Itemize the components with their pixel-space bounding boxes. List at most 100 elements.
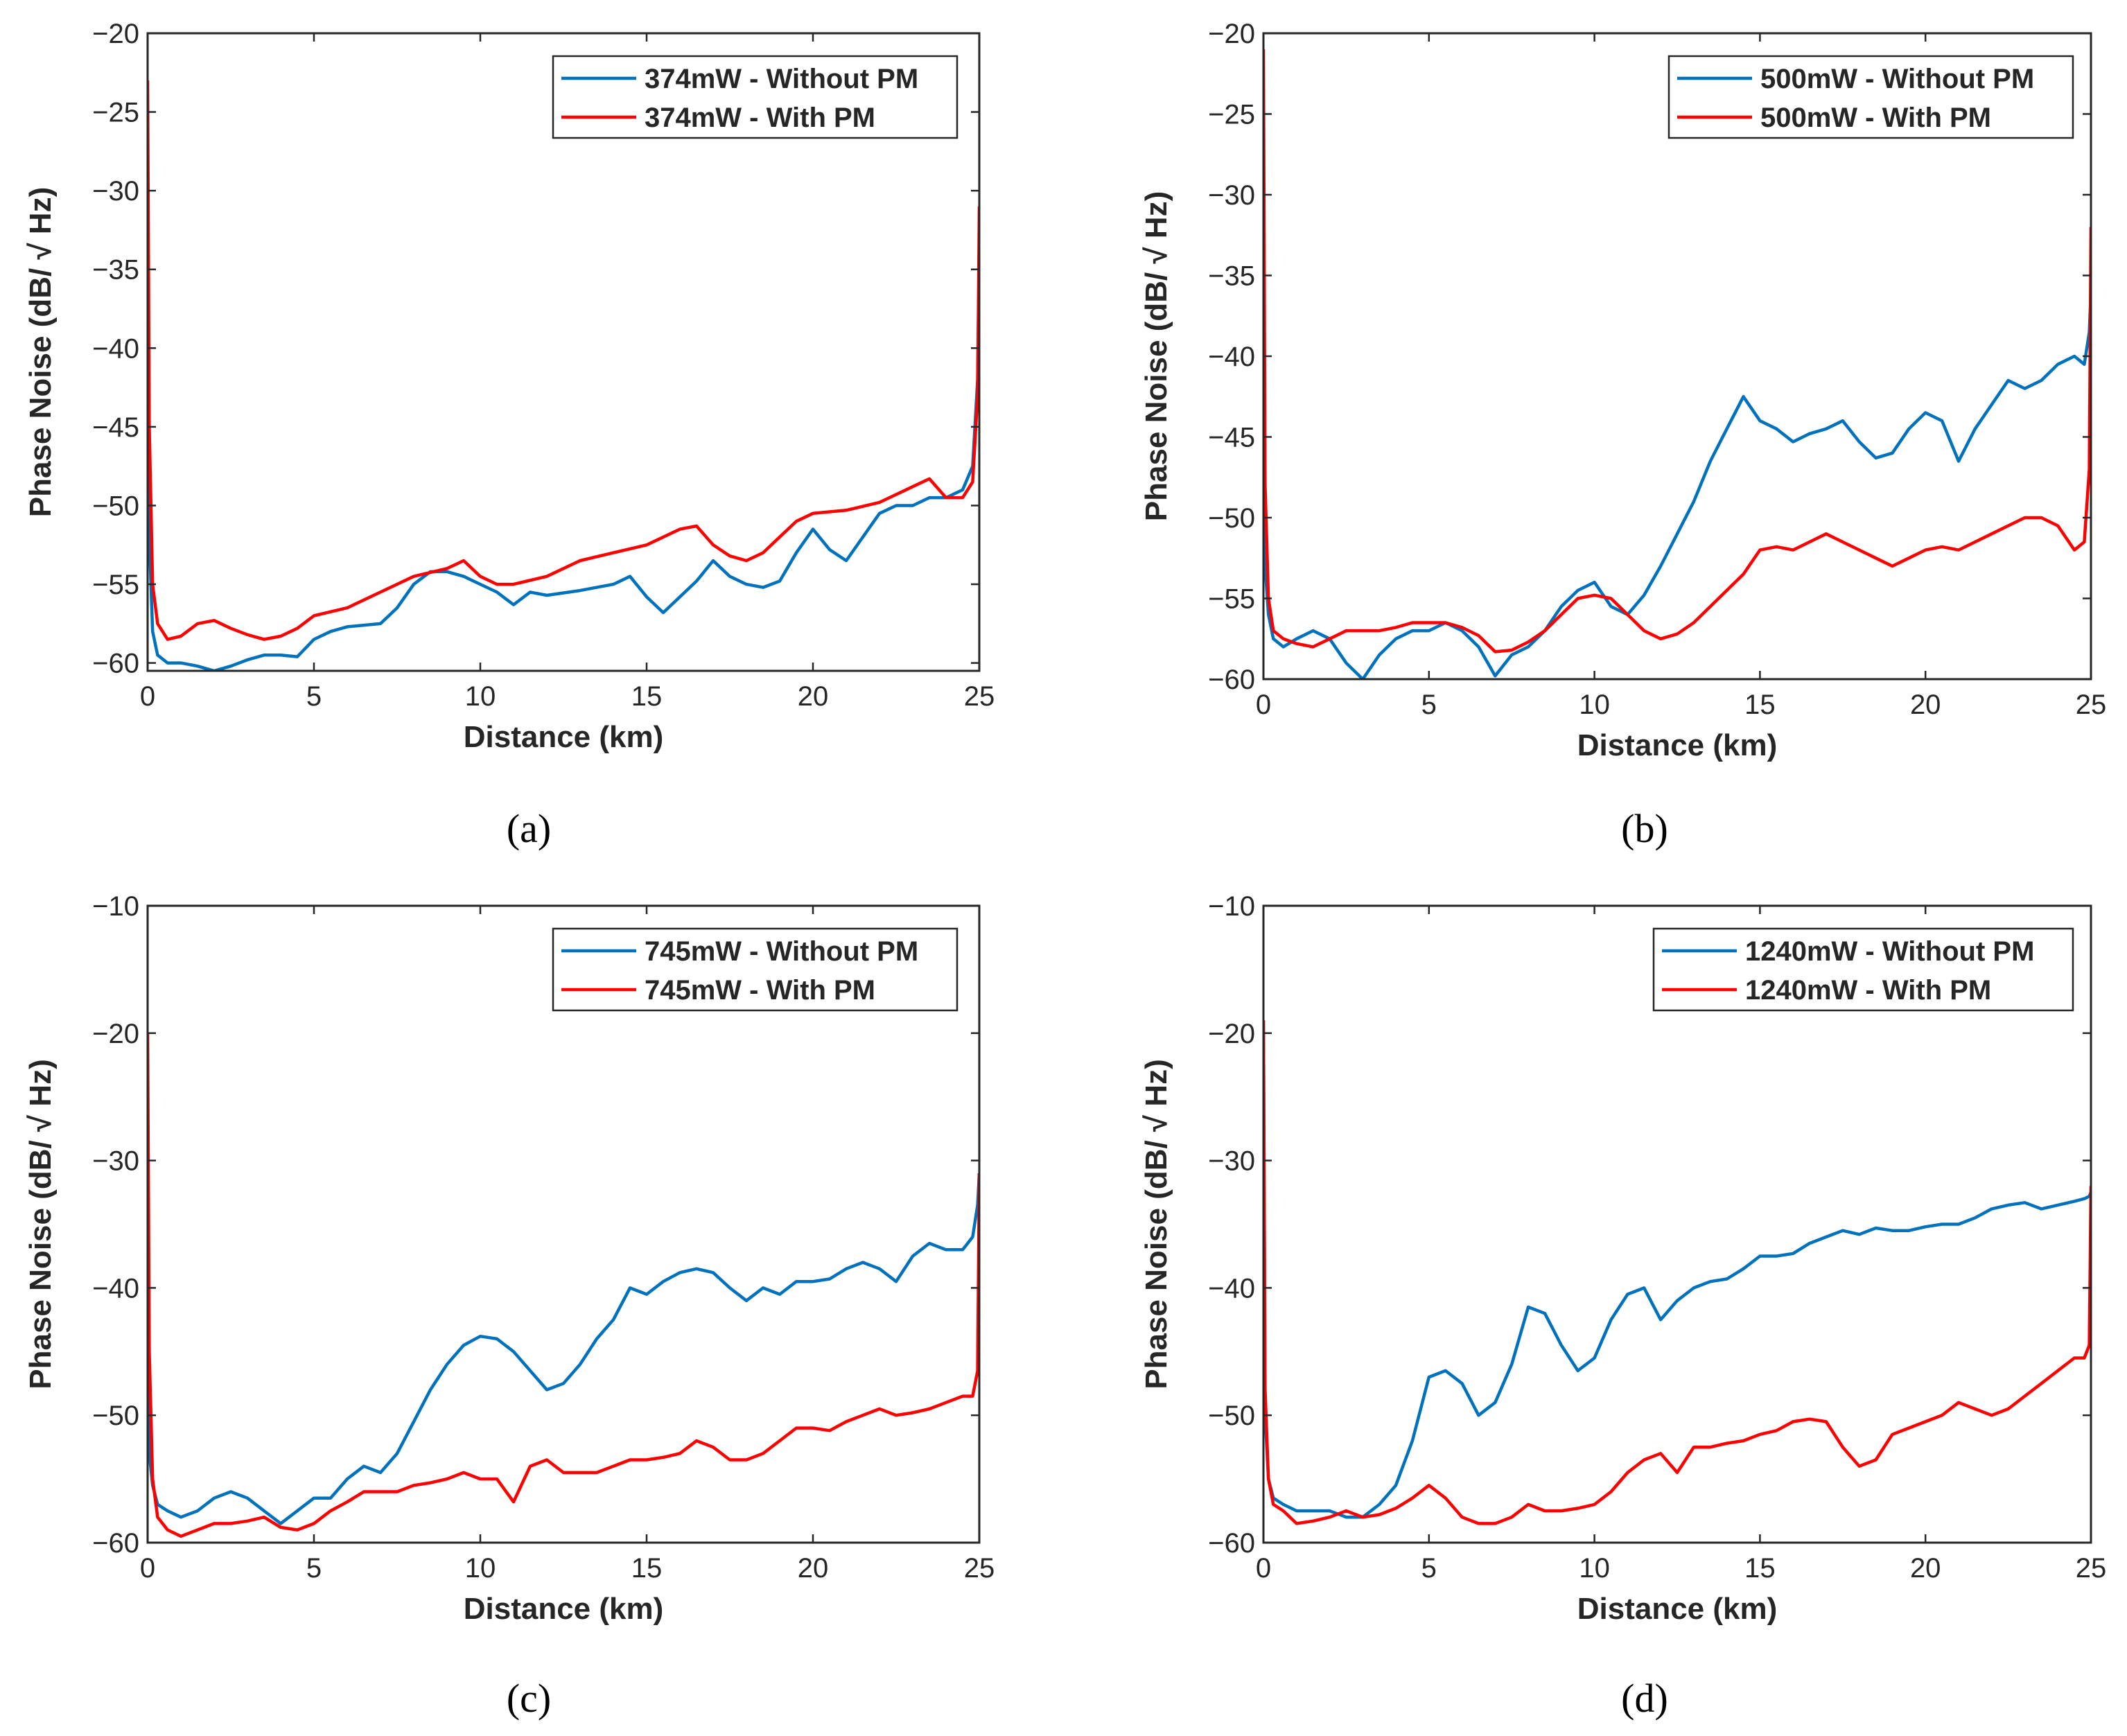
panel-a-x-tick-label: 15 — [631, 681, 663, 712]
panel-c-legend-entry: 745mW - With PM — [645, 975, 875, 1006]
panel-c-y-tick-label: −50 — [92, 1401, 139, 1431]
panel-a-y-tick-label: −60 — [92, 649, 139, 679]
panel-b-legend-entry: 500mW - Without PM — [1760, 64, 2034, 94]
panel-d-x-tick-label: 0 — [1256, 1553, 1271, 1584]
panel-d-legend: 1240mW - Without PM 1240mW - With PM — [1652, 927, 2074, 1012]
panel-d-series-line-with-pm — [1263, 1020, 2091, 1525]
panel-c-x-tick-label: 20 — [798, 1553, 829, 1584]
panel-c-series-line-without-pm — [148, 1173, 979, 1525]
panel-d-y-axis-label: Phase Noise (dB/ √ Hz) — [1139, 1059, 1173, 1389]
panel-d-y-tick-label: −40 — [1208, 1273, 1255, 1304]
panel-d-legend-box — [1652, 927, 2074, 1012]
panel-c-x-tick-label: 5 — [306, 1553, 322, 1584]
panel-a-y-axis-label: Phase Noise (dB/ √ Hz) — [24, 187, 58, 517]
panel-d-x-tick-label: 10 — [1579, 1553, 1610, 1584]
panel-a-y-tick-label: −25 — [92, 98, 139, 128]
panel-c-y-tick-label: −60 — [92, 1528, 139, 1559]
panel-a-legend-entry: 374mW - With PM — [645, 103, 875, 133]
panel-b-x-tick-label: 15 — [1744, 690, 1776, 720]
panel-c-legend-entry: 745mW - Without PM — [645, 936, 918, 967]
panel-d-y-tick-label: −10 — [1208, 891, 1255, 922]
panel-d-y-tick-label: −50 — [1208, 1401, 1255, 1431]
panel-b-y-axis-label: Phase Noise (dB/ √ Hz) — [1139, 191, 1173, 521]
panel-a-y-tick-label: −35 — [92, 255, 139, 286]
panel-a-y-tick-label: −20 — [92, 19, 139, 49]
panel-c-x-axis-label: Distance (km) — [464, 1592, 664, 1626]
panel-d-y-tick-label: −30 — [1208, 1146, 1255, 1177]
panel-a-series-line-without-pm — [148, 253, 979, 671]
panel-b-y-tick-label: −45 — [1208, 423, 1255, 453]
panel-a-x-tick-label: 20 — [798, 681, 829, 712]
panel-c-x-tick-label: 25 — [964, 1553, 995, 1584]
panel-d-x-tick-label: 5 — [1421, 1553, 1437, 1584]
panel-d-y-tick-label: −60 — [1208, 1528, 1255, 1559]
panel-b-x-axis-label: Distance (km) — [1577, 728, 1778, 762]
panel-a-axes-frame — [146, 32, 981, 672]
panel-b-series-line-without-pm — [1263, 291, 2091, 679]
panel-c-x-tick-label: 0 — [140, 1553, 155, 1584]
panel-d-caption: (d) — [1621, 1676, 1668, 1721]
panel-b-x-tick-label: 20 — [1910, 690, 1941, 720]
panel-c-y-tick-label: −10 — [92, 891, 139, 922]
panel-d-y-tick-label: −20 — [1208, 1019, 1255, 1049]
panel-a-y-tick-label: −50 — [92, 491, 139, 521]
panel-a-x-tick-label: 10 — [465, 681, 496, 712]
panel-b-legend: 500mW - Without PM 500mW - With PM — [1668, 55, 2074, 139]
panel-d-series-line-without-pm — [1263, 1020, 2091, 1519]
panel-a-y-tick-label: −45 — [92, 412, 139, 443]
panel-b-legend-box — [1668, 55, 2074, 139]
panel-b-y-tick-label: −20 — [1208, 19, 1255, 49]
panel-a-caption: (a) — [507, 806, 551, 851]
panel-b-plot-area — [1263, 33, 2091, 679]
panel-b-x-tick-label: 0 — [1256, 690, 1271, 720]
panel-c-x-tick-label: 15 — [631, 1553, 663, 1584]
panel-b-caption: (b) — [1621, 806, 1668, 851]
panel-c-y-tick-label: −40 — [92, 1273, 139, 1304]
panel-c-series-line-with-pm — [148, 1033, 979, 1538]
panel-b-y-tick-label: −60 — [1208, 665, 1255, 695]
panel-d-x-tick-label: 15 — [1744, 1553, 1776, 1584]
panel-b-series-line-with-pm — [1263, 49, 2091, 654]
panel-c-y-axis-label: Phase Noise (dB/ √ Hz) — [24, 1059, 58, 1389]
panel-b-y-tick-label: −55 — [1208, 584, 1255, 615]
panel-a-x-tick-label: 0 — [140, 681, 155, 712]
panel-c-x-tick-label: 10 — [465, 1553, 496, 1584]
panel-d-legend-entry: 1240mW - Without PM — [1745, 936, 2034, 967]
panel-c-legend: 745mW - Without PM 745mW - With PM — [552, 927, 959, 1012]
panel-a-y-tick-label: −30 — [92, 176, 139, 207]
panel-b-y-tick-label: −30 — [1208, 180, 1255, 211]
panel-b-x-tick-label: 10 — [1579, 690, 1610, 720]
panel-a-legend: 374mW - Without PM 374mW - With PM — [552, 55, 959, 139]
panel-a-series-line-with-pm — [148, 80, 979, 641]
panel-c-y-tick-label: −30 — [92, 1146, 139, 1177]
panel-c-legend-box — [552, 927, 959, 1012]
panel-b-x-tick-label: 5 — [1421, 690, 1437, 720]
panel-b-y-tick-label: −50 — [1208, 503, 1255, 534]
panel-a-x-axis-label: Distance (km) — [464, 720, 664, 754]
panel-c-axes-frame — [146, 904, 981, 1544]
panel-d-x-axis-label: Distance (km) — [1577, 1592, 1778, 1626]
panel-a-y-tick-label: −55 — [92, 570, 139, 600]
panel-c-caption: (c) — [507, 1676, 551, 1721]
panel-c-y-tick-label: −20 — [92, 1019, 139, 1049]
panel-b-x-tick-label: 25 — [2076, 690, 2107, 720]
panel-b-y-tick-label: −25 — [1208, 100, 1255, 130]
panel-a-plot-area — [148, 33, 979, 671]
panel-b-legend-entry: 500mW - With PM — [1760, 103, 1991, 133]
panel-c-plot-area — [148, 906, 979, 1543]
panel-d-x-tick-label: 20 — [1910, 1553, 1941, 1584]
panel-b-y-tick-label: −35 — [1208, 261, 1255, 292]
panel-d-x-tick-label: 25 — [2076, 1553, 2107, 1584]
panel-a-x-tick-label: 5 — [306, 681, 322, 712]
panel-a-y-tick-label: −40 — [92, 333, 139, 364]
panel-b-y-tick-label: −40 — [1208, 342, 1255, 372]
panel-a-legend-box — [552, 55, 959, 139]
panel-a-legend-entry: 374mW - Without PM — [645, 64, 918, 94]
panel-d-legend-entry: 1240mW - With PM — [1745, 975, 1991, 1006]
panel-a-x-tick-label: 25 — [964, 681, 995, 712]
panel-d-axes-frame — [1262, 904, 2092, 1544]
